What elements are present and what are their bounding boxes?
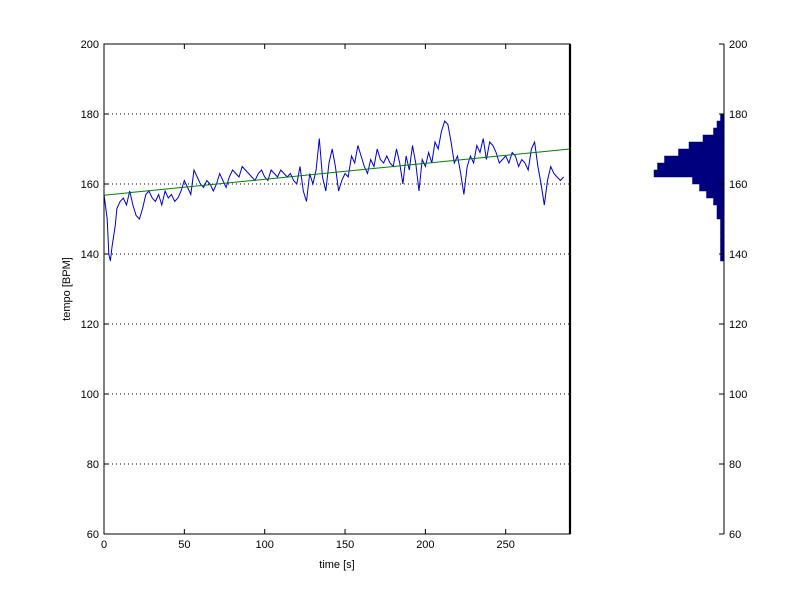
- histogram-tick-label: 80: [729, 459, 741, 471]
- y-tick-label: 160: [81, 179, 99, 191]
- y-tick-label: 180: [81, 109, 99, 121]
- y-tick-label: 60: [87, 529, 99, 541]
- histogram-ticks: [719, 43, 724, 535]
- histogram-bar: [720, 113, 725, 122]
- histogram-tick-label: 120: [729, 319, 747, 331]
- histogram-bar: [699, 183, 725, 192]
- histogram-bar: [716, 204, 725, 213]
- histogram-bar: [720, 232, 725, 241]
- x-axis-label: time [s]: [319, 559, 354, 571]
- histogram-bar: [720, 253, 725, 262]
- histogram-bar: [664, 155, 725, 164]
- x-tick-label: 200: [416, 539, 434, 551]
- x-tick-label: 250: [497, 539, 515, 551]
- y-tick-label: 200: [81, 39, 99, 51]
- histogram-bar: [720, 225, 725, 234]
- histogram-tick-label: 200: [729, 39, 747, 51]
- histogram-bar: [713, 197, 725, 206]
- histogram-tick-label: 140: [729, 249, 747, 261]
- histogram-tick-label: 60: [729, 529, 741, 541]
- histogram-bar: [716, 211, 725, 220]
- x-tick-label: 100: [256, 539, 274, 551]
- histogram-bar: [678, 148, 725, 157]
- x-tick-label: 150: [336, 539, 354, 551]
- histogram-bar: [720, 239, 725, 248]
- x-tick-labels: 0 50 100 150 200 250: [101, 539, 515, 551]
- horizontal-gridlines: [104, 113, 570, 465]
- histogram-tick-labels: 60 80 100 120 140 160 180 200: [729, 39, 747, 541]
- histogram-bar: [713, 127, 725, 136]
- histogram-bar: [653, 169, 725, 178]
- y-tick-label: 120: [81, 319, 99, 331]
- timeseries-axes: 60 80 100 120 140 160 180 200 0 50 100 150 200 250 t…: [61, 39, 572, 571]
- histogram-bars: [653, 113, 725, 262]
- histogram-bar: [688, 141, 725, 150]
- x-tick-label: 50: [178, 539, 190, 551]
- histogram-axes: 60 80 100 120 140 160 180 200: [653, 39, 747, 541]
- histogram-tick-label: 180: [729, 109, 747, 121]
- histogram-bar: [692, 176, 725, 185]
- histogram-tick-label: 100: [729, 389, 747, 401]
- histogram-tick-label: 160: [729, 179, 747, 191]
- histogram-bar: [720, 246, 725, 255]
- histogram-bar: [720, 218, 725, 227]
- histogram-bar: [657, 162, 725, 171]
- trend-line: [103, 148, 571, 196]
- y-axis-label: tempo [BPM]: [61, 257, 73, 321]
- tempo-series-line: [103, 120, 564, 262]
- histogram-bar: [706, 190, 725, 199]
- x-tick-label: 0: [101, 539, 107, 551]
- y-tick-label: 140: [81, 249, 99, 261]
- plot-area: [104, 44, 570, 534]
- histogram-bar: [702, 134, 725, 143]
- y-tick-label: 100: [81, 389, 99, 401]
- y-tick-labels: 60 80 100 120 140 160 180 200: [81, 39, 99, 541]
- histogram-bar: [716, 120, 725, 129]
- y-tick-label: 80: [87, 459, 99, 471]
